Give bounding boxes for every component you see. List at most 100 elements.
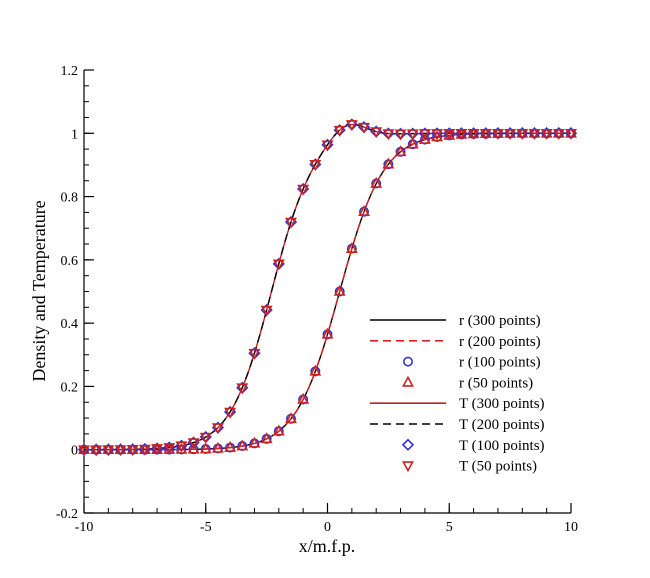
y-tick-label: 0.4 bbox=[61, 317, 79, 332]
data-point bbox=[345, 241, 358, 253]
data-point bbox=[406, 129, 419, 141]
y-tick-label: 1.2 bbox=[61, 64, 79, 79]
data-point bbox=[163, 443, 176, 455]
data-point bbox=[309, 160, 322, 172]
data-point bbox=[516, 128, 529, 140]
legend-marker-swatch bbox=[402, 461, 414, 473]
data-point bbox=[114, 445, 127, 457]
data-point bbox=[333, 125, 346, 137]
data-point bbox=[321, 327, 334, 339]
data-point bbox=[418, 132, 431, 144]
y-tick-label: -0.2 bbox=[56, 507, 78, 522]
data-point bbox=[199, 432, 212, 444]
data-point bbox=[382, 157, 395, 169]
data-point bbox=[345, 120, 358, 132]
data-point bbox=[418, 129, 431, 141]
legend-item: T (100 points) bbox=[401, 438, 545, 454]
data-point bbox=[187, 438, 200, 450]
x-axis-label: x/m.f.p. bbox=[299, 536, 356, 556]
legend-label: T (200 points) bbox=[459, 417, 545, 433]
data-point bbox=[102, 445, 115, 457]
data-point bbox=[321, 140, 334, 152]
data-point bbox=[285, 412, 297, 424]
data-point bbox=[406, 137, 419, 149]
x-tick-label: -5 bbox=[200, 520, 212, 535]
data-point bbox=[443, 129, 456, 141]
data-point bbox=[382, 129, 395, 141]
data-point bbox=[224, 407, 237, 419]
legend-item: T (50 points) bbox=[402, 459, 537, 475]
x-tick-label: -10 bbox=[75, 520, 94, 535]
data-point bbox=[565, 128, 577, 140]
data-point bbox=[126, 445, 139, 457]
data-point bbox=[492, 128, 504, 140]
data-point bbox=[151, 444, 163, 456]
data-point bbox=[552, 128, 565, 140]
data-point bbox=[479, 128, 492, 140]
legend-marker-swatch bbox=[402, 375, 414, 387]
data-point bbox=[175, 441, 188, 453]
legend-label: T (50 points) bbox=[459, 459, 537, 475]
data-point bbox=[333, 284, 346, 296]
legend-label: T (100 points) bbox=[459, 438, 545, 454]
data-point bbox=[394, 129, 407, 141]
data-point bbox=[358, 204, 370, 216]
y-tick-label: 0.2 bbox=[61, 380, 79, 395]
series-layer bbox=[77, 118, 578, 457]
legend-marker-swatch bbox=[401, 438, 415, 451]
data-point bbox=[138, 444, 151, 456]
data-point bbox=[248, 348, 261, 360]
legend-label: r (200 points) bbox=[459, 334, 541, 350]
data-point bbox=[211, 441, 224, 453]
data-point bbox=[467, 129, 480, 140]
x-tick-label: 0 bbox=[324, 520, 331, 535]
data-point bbox=[394, 145, 407, 157]
data-point bbox=[211, 423, 224, 435]
data-point bbox=[528, 128, 541, 140]
y-tick-label: 0.8 bbox=[61, 191, 79, 206]
legend-marker-swatch bbox=[402, 356, 413, 367]
y-tick-label: 0.6 bbox=[61, 254, 79, 269]
series-t-50-points- bbox=[78, 120, 577, 457]
y-tick-label: 1 bbox=[71, 127, 78, 142]
data-point bbox=[285, 217, 297, 229]
data-point bbox=[187, 442, 200, 454]
data-point bbox=[236, 383, 249, 395]
legend-label: r (50 points) bbox=[459, 375, 533, 391]
legend-item: r (50 points) bbox=[402, 375, 533, 391]
data-point bbox=[272, 424, 285, 436]
legend-item: T (300 points) bbox=[370, 396, 545, 412]
data-point bbox=[236, 439, 249, 451]
legend-item: T (200 points) bbox=[370, 417, 545, 433]
legend-label: r (100 points) bbox=[459, 355, 541, 371]
data-point bbox=[78, 445, 90, 457]
y-tick-label: 0 bbox=[71, 444, 78, 459]
legend-item: r (300 points) bbox=[370, 313, 541, 329]
legend-item: r (200 points) bbox=[370, 334, 541, 350]
data-point bbox=[248, 436, 261, 448]
data-point bbox=[297, 184, 310, 196]
data-point bbox=[260, 305, 273, 317]
data-point bbox=[370, 176, 383, 188]
data-point bbox=[370, 127, 383, 139]
data-point bbox=[297, 392, 310, 404]
legend-item: r (100 points) bbox=[402, 355, 541, 371]
legend-label: r (300 points) bbox=[459, 313, 541, 329]
y-axis-label: Density and Temperature bbox=[29, 200, 49, 381]
data-point bbox=[431, 129, 444, 141]
data-point bbox=[90, 445, 103, 457]
legend-label: T (300 points) bbox=[459, 396, 545, 412]
data-point bbox=[504, 128, 517, 140]
data-point bbox=[224, 440, 237, 452]
data-point bbox=[358, 122, 370, 134]
data-point bbox=[309, 364, 322, 376]
data-point bbox=[199, 442, 212, 454]
data-point bbox=[272, 259, 285, 271]
data-point bbox=[260, 432, 273, 444]
data-point bbox=[455, 129, 468, 140]
data-point bbox=[540, 128, 553, 140]
x-tick-label: 10 bbox=[564, 520, 578, 535]
x-tick-label: 5 bbox=[446, 520, 453, 535]
axes: -10 -5 0 5 10 -0.2 0 0.2 0.4 0.6 0.8 1 1.2 bbox=[56, 64, 578, 535]
